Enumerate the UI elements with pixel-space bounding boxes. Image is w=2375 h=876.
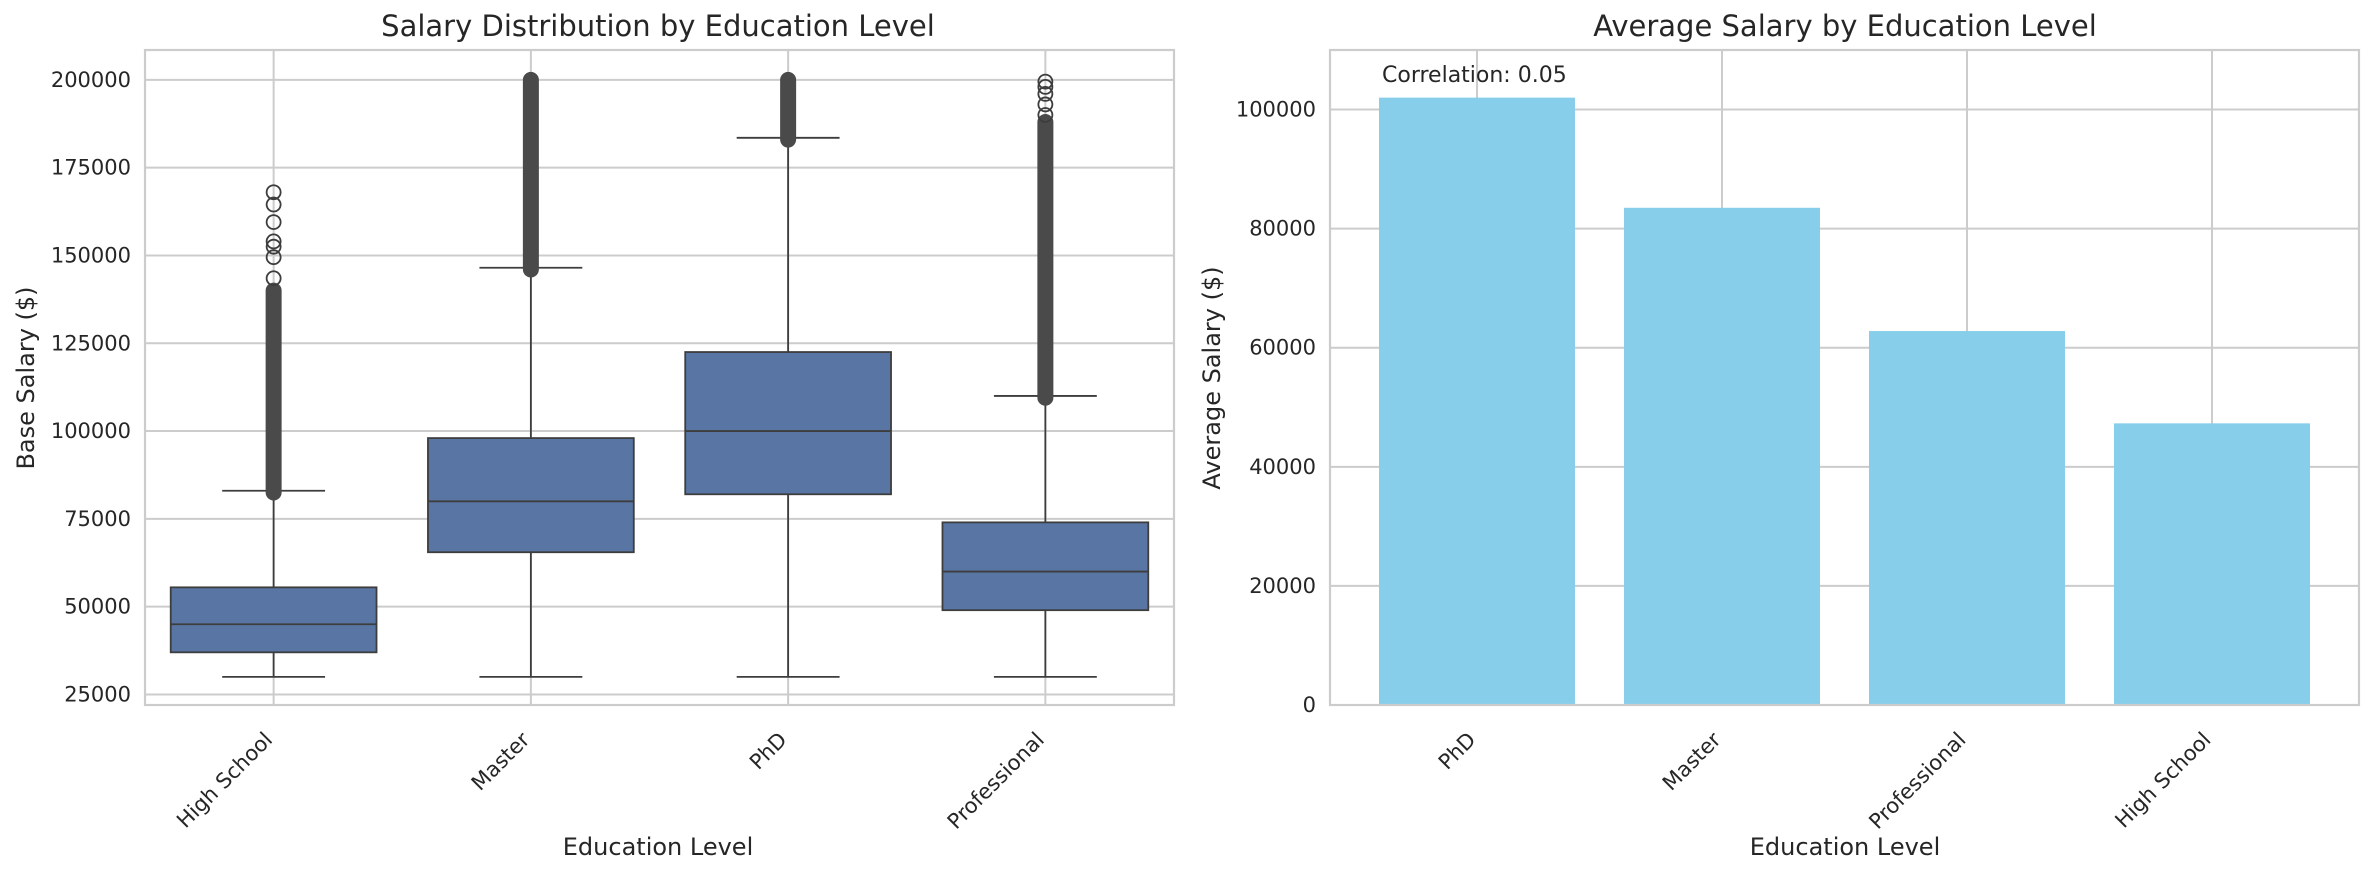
outlier-point [265, 238, 282, 255]
bar [2114, 423, 2310, 705]
box-iqr [427, 437, 635, 554]
box-iqr [684, 351, 892, 496]
y-tick-label: 60000 [1249, 336, 1316, 360]
outlier-point [1037, 86, 1054, 102]
x-tick-label: Master [1658, 727, 1726, 795]
x-tick-label: High School [2110, 728, 2215, 833]
outlier-point [265, 184, 282, 201]
x-tick-labels: High School Master PhD Professional [172, 727, 1049, 833]
y-tick-label: 175000 [51, 156, 131, 180]
y-tick-label: 125000 [51, 331, 131, 355]
y-tick-label: 20000 [1249, 574, 1316, 598]
outlier-point [265, 270, 282, 287]
bar-marks [1379, 97, 2310, 706]
y-tick-label: 25000 [64, 682, 131, 706]
outlier-point [265, 196, 282, 213]
outlier-point [265, 214, 282, 230]
y-tick-label: 75000 [64, 507, 131, 531]
correlation-annotation: Correlation: 0.05 [1382, 63, 1567, 88]
x-tick-label: PhD [1434, 728, 1481, 775]
chart-title: Average Salary by Education Level [1593, 9, 2097, 43]
x-tick-label: Professional [943, 728, 1049, 834]
box-marks [169, 71, 1150, 678]
x-tick-label: Professional [1864, 728, 1970, 834]
x-tick-label: PhD [745, 728, 792, 775]
y-tick-label: 200000 [51, 68, 131, 92]
x-tick-labels: PhD Master Professional High School [1434, 727, 2216, 833]
x-tick-label: High School [172, 728, 277, 833]
outlier-point [1037, 78, 1054, 95]
x-axis-label: Education Level [563, 833, 753, 861]
outlier-point [1037, 107, 1054, 123]
y-axis-label: Base Salary ($) [12, 286, 40, 469]
x-tick-label: Master [467, 727, 535, 795]
axes-frame [1328, 48, 2361, 707]
y-tick-label: 40000 [1249, 455, 1316, 479]
y-tick-label: 100000 [51, 419, 131, 443]
box-iqr [941, 521, 1150, 612]
box-plot-chart: Salary Distribution by Education Level 2… [12, 9, 1176, 861]
bar [1624, 207, 1820, 705]
chart-title: Salary Distribution by Education Level [381, 9, 935, 43]
y-tick-label: 80000 [1249, 217, 1316, 241]
bar-chart: Average Salary by Education Level 0 20000… [1198, 9, 2361, 861]
bar [1379, 97, 1575, 706]
bar [1869, 331, 2065, 705]
outlier-point [1037, 73, 1054, 90]
y-tick-labels: 0 20000 40000 60000 80000 100000 [1236, 98, 1316, 717]
x-axis-label: Education Level [1750, 833, 1940, 861]
y-tick-label: 100000 [1236, 98, 1316, 122]
y-tick-label: 150000 [51, 243, 131, 267]
y-tick-label: 50000 [64, 595, 131, 619]
box-iqr [169, 586, 378, 654]
outlier-point [265, 249, 282, 266]
outlier-point [1037, 96, 1054, 113]
outlier-point [265, 233, 282, 250]
y-axis-label: Average Salary ($) [1198, 266, 1226, 489]
y-tick-labels: 25000 50000 75000 100000 125000 150000 175000 2… [51, 68, 131, 707]
y-tick-label: 0 [1303, 693, 1316, 717]
axes-frame [143, 48, 1176, 707]
